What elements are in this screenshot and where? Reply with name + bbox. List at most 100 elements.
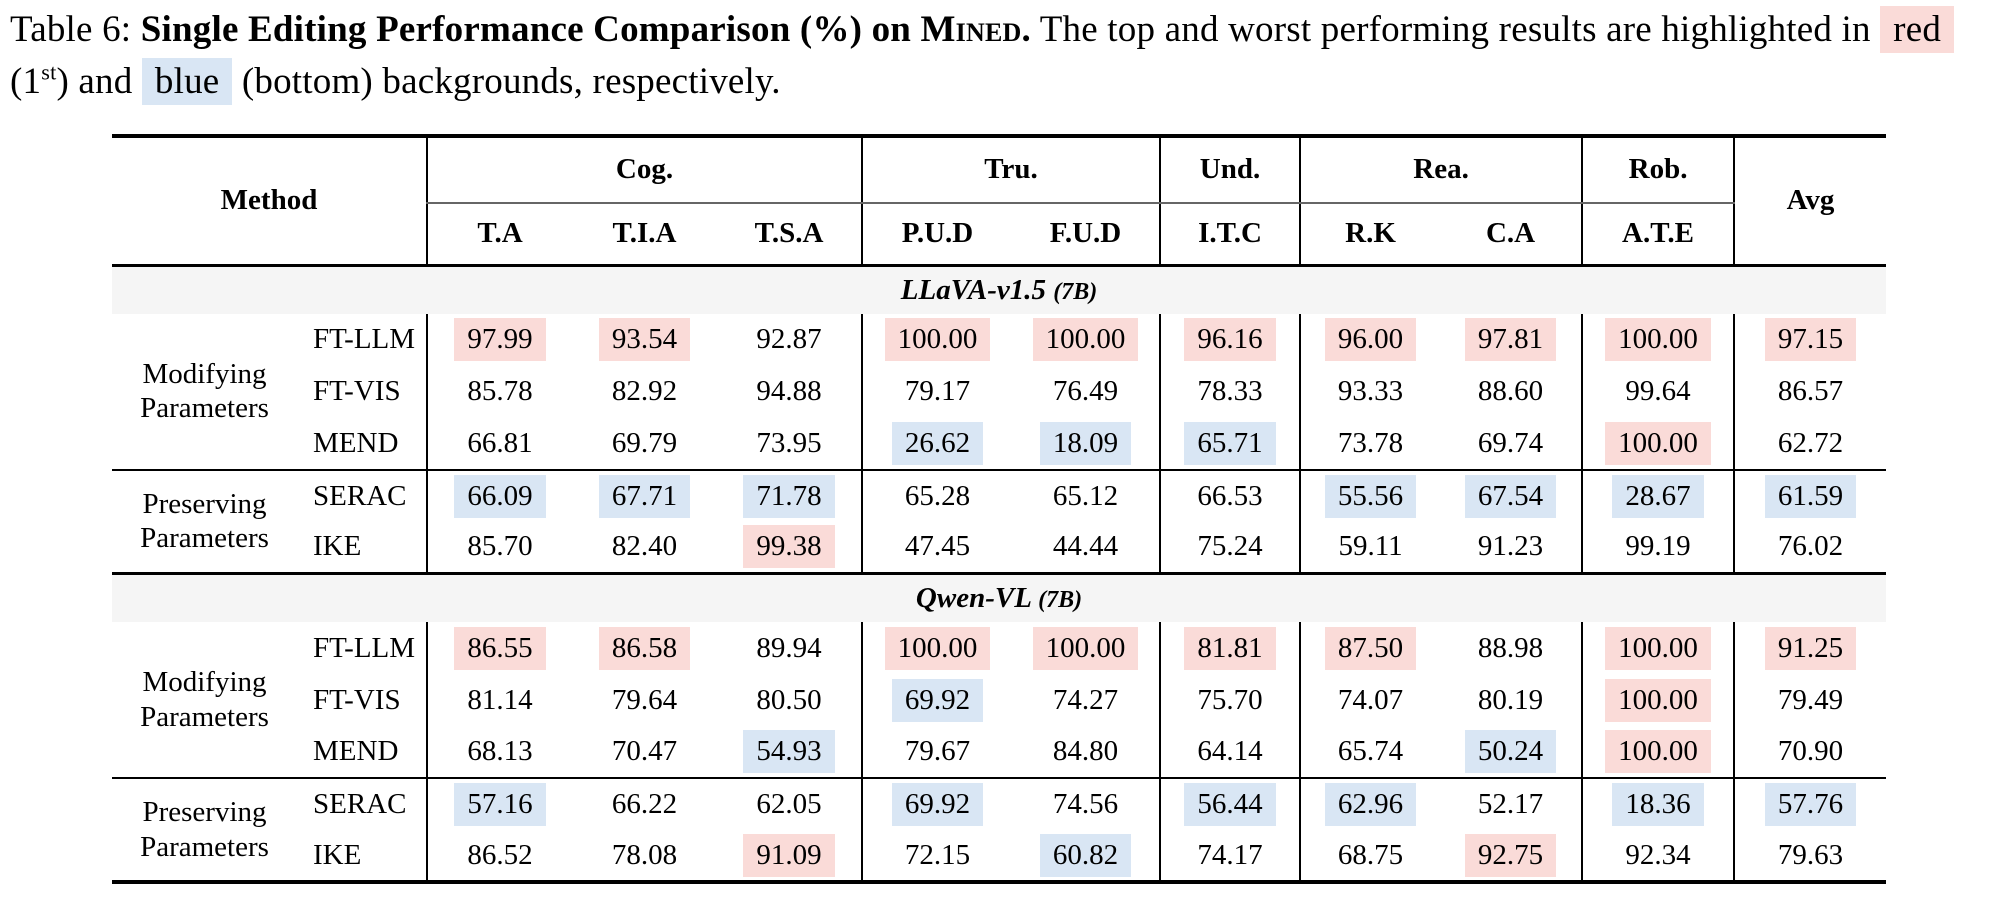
header-col-ta: T.A: [426, 202, 573, 266]
method-label: SERAC: [297, 777, 428, 831]
value: 76.02: [1777, 530, 1844, 563]
method-label: FT-LLM: [313, 323, 416, 356]
highlight-blue-value: 57.16: [454, 783, 546, 827]
value: 88.98: [1477, 631, 1544, 664]
table-body: LLaVA-v1.5 (7B) Modifying Parameters FT-LL…: [112, 263, 1887, 883]
value: 78.08: [611, 838, 678, 871]
value-cell: 99.64: [1581, 365, 1735, 418]
model-name: Qwen-VL: [915, 582, 1031, 615]
value-cell: 92.34: [1581, 830, 1735, 883]
value: 80.50: [756, 683, 822, 716]
value-cell: 100.00: [861, 313, 1013, 366]
highlight-blue-value: 55.56: [1324, 474, 1417, 518]
table-row: Preserving Parameters SERAC 66.09 67.71 71.7…: [112, 468, 1887, 574]
value: 75.70: [1197, 683, 1263, 716]
value-cell: 100.00: [1581, 417, 1735, 470]
method-label: SERAC: [297, 468, 428, 522]
value-cell: 65.74: [1299, 726, 1441, 779]
value: 79.17: [904, 375, 971, 408]
value-cell: 100.00: [1581, 622, 1735, 675]
value-cell: 74.27: [1012, 674, 1160, 726]
highlight-blue-value: 56.44: [1184, 783, 1276, 827]
header-col-fud: F.U.D: [1049, 217, 1122, 250]
method-label: FT-LLM: [313, 631, 416, 664]
value: 74.07: [1337, 683, 1404, 716]
value-cell: 74.56: [1012, 777, 1161, 831]
value-cell: 86.58: [572, 622, 717, 674]
section-model-label: Qwen-VL (7B): [112, 572, 1887, 623]
value-cell: 86.55: [426, 622, 573, 675]
value: 64.14: [1197, 735, 1263, 768]
value-cell: 67.71: [572, 468, 718, 522]
highlight-red-value: 100.00: [1032, 318, 1139, 362]
model-size: (7B): [1038, 587, 1083, 614]
value-cell: 92.87: [717, 314, 862, 366]
section-row: Qwen-VL (7B): [112, 572, 1887, 623]
value: 68.75: [1337, 838, 1404, 871]
value: 85.78: [467, 375, 533, 408]
highlight-blue-value: 28.67: [1612, 474, 1704, 518]
value-cell: 86.57: [1733, 365, 1887, 418]
value-cell: 88.60: [1440, 366, 1582, 418]
value: 79.64: [611, 683, 678, 716]
value: 66.53: [1197, 479, 1263, 512]
highlight-blue-value: 18.36: [1612, 783, 1704, 827]
header-group-und: Und.: [1159, 135, 1301, 204]
value-cell: 81.14: [426, 674, 573, 727]
value-cell: 85.70: [426, 521, 573, 574]
value-cell: 78.33: [1159, 365, 1301, 418]
value: 66.22: [611, 788, 678, 821]
value-cell: 74.07: [1299, 674, 1441, 727]
highlight-red-value: 100.00: [884, 626, 991, 670]
highlight-red-value: 93.54: [598, 318, 691, 362]
header-col-itc: I.T.C: [1159, 202, 1301, 266]
highlight-blue-value: 69.92: [891, 783, 984, 827]
value-cell: 57.76: [1733, 777, 1887, 831]
highlight-red-value: 81.81: [1184, 626, 1276, 670]
highlight-red-value: 100.00: [1605, 318, 1711, 362]
value-cell: 54.93: [717, 726, 862, 778]
value-cell: 91.25: [1733, 622, 1887, 675]
highlight-red-value: 100.00: [1605, 730, 1711, 774]
category-label: Modifying Parameters: [140, 666, 269, 733]
highlight-blue-value: 69.92: [891, 678, 984, 722]
highlight-red-value: 100.00: [1605, 678, 1711, 722]
value: 79.49: [1777, 683, 1844, 716]
value-cell: 65.71: [1159, 417, 1301, 470]
caption-text: (bottom) backgrounds, respectively.: [241, 60, 781, 102]
value: 70.47: [611, 735, 678, 768]
value-cell: 73.95: [717, 418, 862, 470]
highlight-blue-value: 57.76: [1764, 783, 1857, 827]
value-cell: 100.00: [1012, 314, 1160, 366]
highlight-red-value: 100.00: [1032, 626, 1139, 670]
value-cell: 89.94: [717, 622, 862, 674]
highlight-red-value: 97.99: [454, 318, 546, 362]
highlight-blue-value: 62.96: [1324, 783, 1417, 827]
value-cell: 86.52: [426, 830, 573, 883]
value-cell: 96.16: [1159, 313, 1301, 366]
value: 65.12: [1052, 479, 1119, 512]
value-cell: 72.15: [861, 830, 1013, 883]
value-cell: 76.02: [1733, 521, 1887, 574]
header-group-rea: Rea.: [1299, 135, 1583, 204]
value: 78.33: [1197, 375, 1263, 408]
highlight-blue-value: 65.71: [1184, 421, 1276, 465]
value-cell: 69.79: [572, 418, 717, 470]
value-cell: 44.44: [1012, 522, 1160, 574]
value-cell: 91.23: [1440, 522, 1582, 574]
highlight-red-value: 92.75: [1464, 833, 1557, 877]
value-cell: 92.75: [1440, 830, 1582, 882]
value: 74.17: [1197, 838, 1263, 871]
highlight-red-value: 91.09: [743, 833, 835, 877]
value-cell: 65.28: [861, 468, 1013, 522]
value: 79.63: [1777, 838, 1844, 871]
value-cell: 18.09: [1012, 418, 1160, 470]
value: 82.40: [611, 530, 678, 563]
value-cell: 74.17: [1159, 830, 1301, 883]
value: 92.34: [1625, 838, 1691, 871]
value-cell: 100.00: [1581, 674, 1735, 727]
method-label: MEND: [313, 735, 399, 768]
header-col-tsa: T.S.A: [754, 217, 824, 250]
header-method: Method: [220, 184, 318, 217]
category-label: Modifying Parameters: [140, 357, 269, 425]
